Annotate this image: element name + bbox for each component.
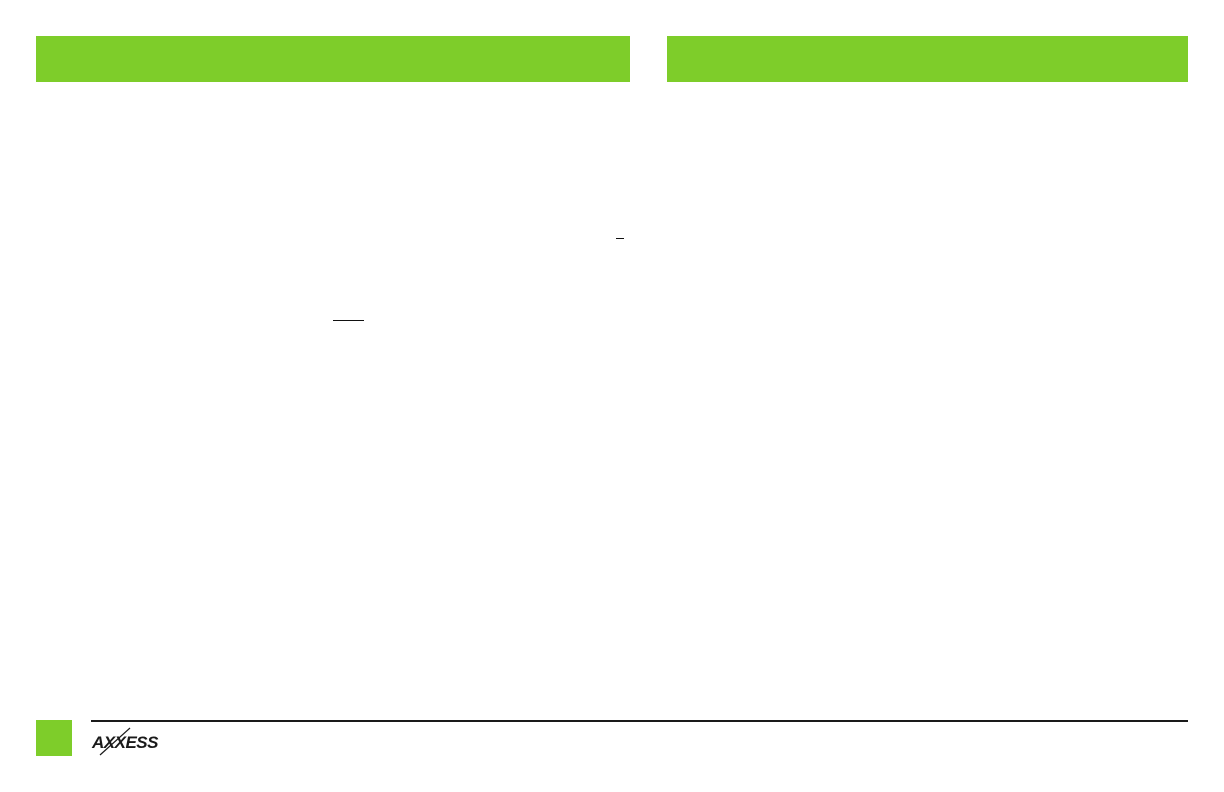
logo-slash <box>99 727 131 756</box>
logo-wordmark: AXXESS <box>91 733 159 752</box>
section-header-bar-right <box>667 36 1188 82</box>
axxess-logo: AXXESS <box>91 727 160 756</box>
underline-mark <box>616 238 624 239</box>
underline-mark <box>333 320 364 321</box>
page-marker-square <box>36 720 72 756</box>
section-header-bar-left <box>36 36 630 82</box>
footer-divider <box>91 720 1188 722</box>
